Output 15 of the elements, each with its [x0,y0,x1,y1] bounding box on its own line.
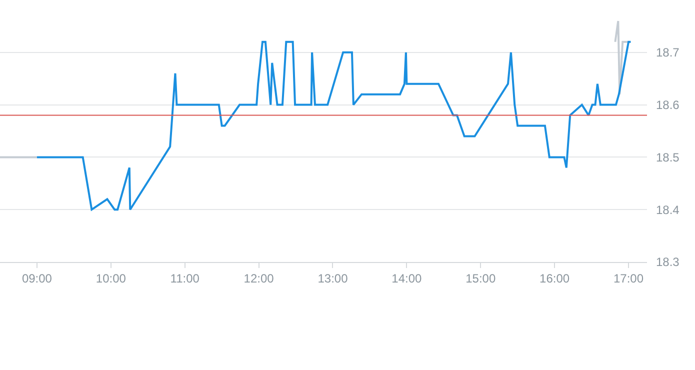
y-tick-label: 18.4 [656,202,680,217]
line-series [36,40,632,211]
y-tick-label: 18.7 [656,46,680,60]
x-tick-label: 16:00 [540,271,570,286]
x-tick-label: 17:00 [613,271,644,286]
y-tick-label: 18.5 [656,150,680,164]
y-tick-label: 18.3 [656,255,680,270]
x-tick-label: 11:00 [170,271,200,286]
x-tick-label: 10:00 [96,271,126,286]
x-tick-label: 15:00 [466,271,496,286]
y-tick-label: 18.6 [656,98,680,112]
x-tick-label: 09:00 [22,271,52,286]
x-tick-label: 13:00 [318,271,348,286]
x-tick-label: 14:00 [392,271,422,286]
x-tick-label: 12:00 [244,271,274,286]
